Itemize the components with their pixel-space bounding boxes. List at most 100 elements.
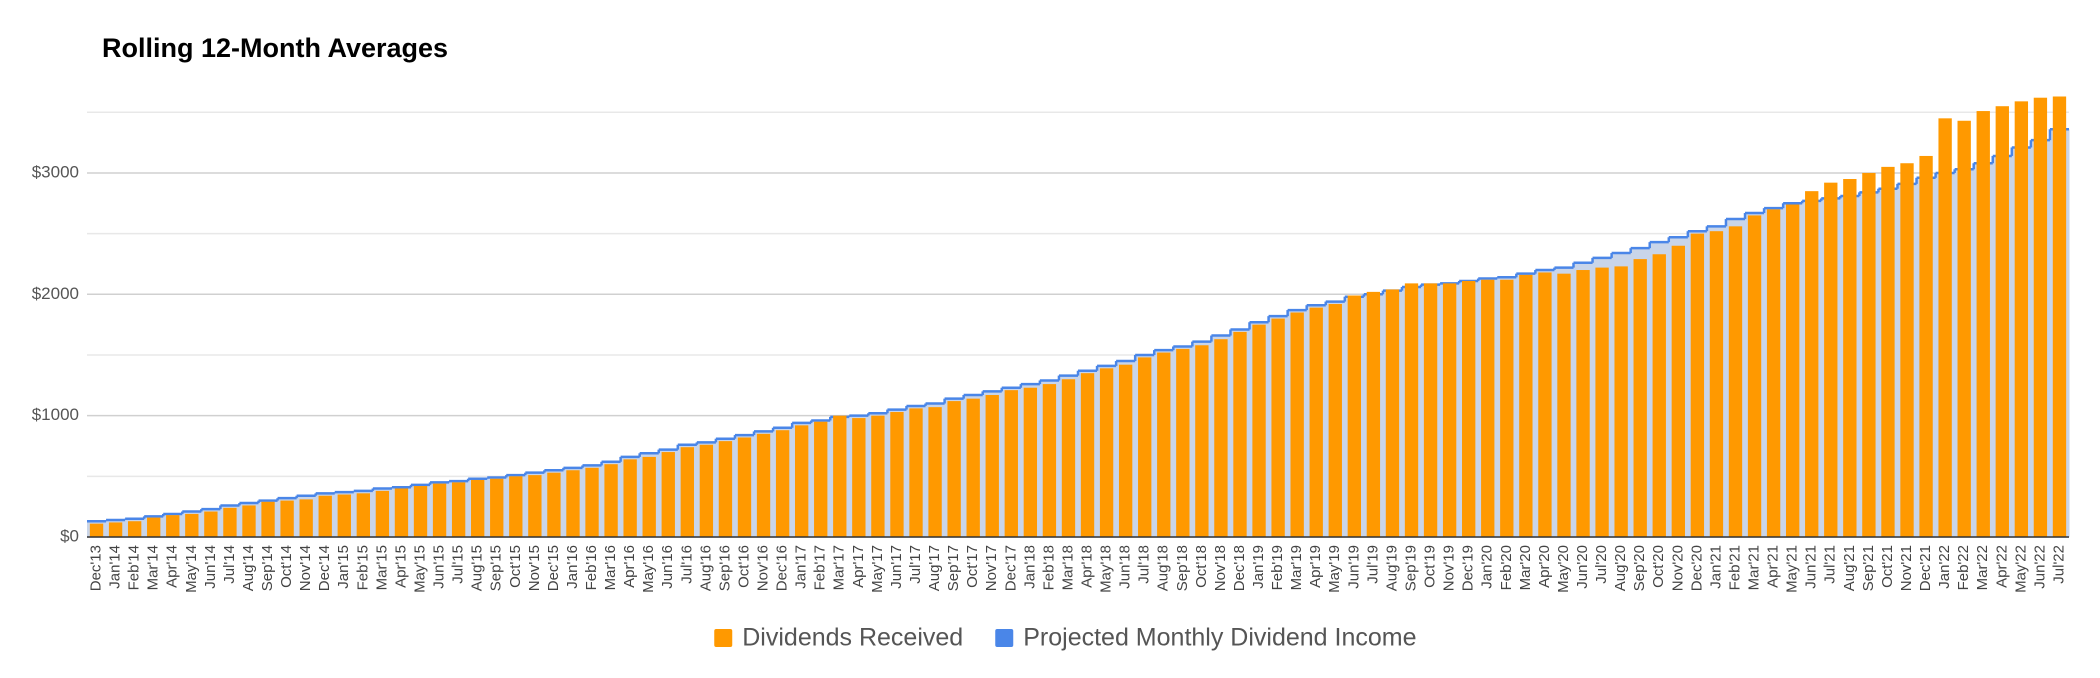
x-tick-label: May'14 <box>183 545 200 593</box>
x-tick-label: Jun'15 <box>431 545 448 589</box>
x-tick-label: Jan'22 <box>1936 545 1953 589</box>
x-tick-label: Dec'18 <box>1231 545 1248 591</box>
bar <box>623 459 637 537</box>
x-tick-label: Apr'14 <box>164 545 181 588</box>
x-tick-label: Mar'22 <box>1974 545 1991 590</box>
x-tick-label: Aug'14 <box>240 545 257 591</box>
bar <box>1595 267 1609 537</box>
x-tick-label: Jan'17 <box>793 545 810 589</box>
bar <box>509 476 523 537</box>
x-tick-label: Feb'14 <box>126 545 143 590</box>
x-tick-label: Feb'21 <box>1726 545 1743 590</box>
x-tick-label: Sep'19 <box>1402 545 1419 591</box>
bar <box>814 421 828 537</box>
bar <box>928 407 942 537</box>
bar <box>166 515 180 537</box>
bar <box>909 408 923 537</box>
bar <box>1271 318 1285 537</box>
bar <box>680 447 694 537</box>
x-tick-label: Dec'21 <box>1917 545 1934 591</box>
bar <box>413 486 428 537</box>
x-tick-label: May'17 <box>869 545 886 593</box>
x-tick-label: Mar'15 <box>373 545 390 590</box>
x-tick-label: Aug'20 <box>1612 545 1629 591</box>
chart-title: Rolling 12-Month Averages <box>102 33 448 63</box>
x-tick-label: Jan'18 <box>1021 545 1038 589</box>
bar <box>1385 289 1400 537</box>
bar <box>2014 101 2029 538</box>
x-tick-label: Mar'14 <box>145 545 162 590</box>
bar <box>1671 245 1685 537</box>
bar <box>1176 348 1190 537</box>
x-tick-label: Sep'20 <box>1631 545 1648 591</box>
x-tick-label: Feb'18 <box>1040 545 1057 590</box>
x-tick-label: Jun'14 <box>202 545 219 589</box>
bar <box>737 437 752 537</box>
bar <box>756 433 771 537</box>
bar <box>1195 345 1209 537</box>
x-tick-label: Jul'14 <box>221 545 238 584</box>
x-tick-label: Nov'16 <box>755 545 772 591</box>
x-tick-label: Jan'21 <box>1707 545 1724 589</box>
y-tick-label: $0 <box>60 526 79 545</box>
bar <box>185 513 199 537</box>
x-tick-label: Mar'20 <box>1517 545 1534 590</box>
bar <box>1347 295 1362 537</box>
x-tick-label: Jan'19 <box>1250 545 1267 589</box>
x-tick-label: Feb'19 <box>1269 545 1286 590</box>
y-tick-label: $1000 <box>32 405 79 424</box>
x-tick-label: Mar'19 <box>1288 545 1305 590</box>
x-tick-label: Jan'15 <box>335 545 352 589</box>
x-tick-label: Oct'16 <box>735 545 752 588</box>
x-tick-label: Jun'20 <box>1574 545 1591 589</box>
x-tick-label: Sep'14 <box>259 545 276 591</box>
bar <box>1957 120 1971 537</box>
x-tick-label: Aug'15 <box>469 545 486 591</box>
x-tick-label: Apr'20 <box>1536 545 1553 588</box>
x-tick-label: May'21 <box>1784 545 1801 593</box>
x-tick-label: Jun'17 <box>888 545 905 589</box>
x-tick-label: Dec'15 <box>545 545 562 591</box>
x-tick-label: Apr'17 <box>850 545 867 588</box>
bar <box>337 494 351 537</box>
bar <box>2033 97 2048 538</box>
bar <box>1766 209 1781 537</box>
x-tick-label: Aug'21 <box>1841 545 1858 591</box>
bar <box>833 415 847 537</box>
x-tick-label: Oct'15 <box>507 545 524 588</box>
x-tick-label: Oct'17 <box>964 545 981 588</box>
x-tick-label: Apr'18 <box>1078 545 1095 588</box>
bar <box>318 495 332 537</box>
x-tick-label: Sep'15 <box>488 545 505 591</box>
bar <box>1576 270 1590 537</box>
x-tick-label: Feb'15 <box>354 545 371 590</box>
x-tick-label: Nov'21 <box>1898 545 1915 591</box>
x-tick-label: Jun'22 <box>2031 545 2048 589</box>
bar <box>718 441 733 537</box>
legend-label: Dividends Received <box>742 624 963 652</box>
bar <box>242 505 256 537</box>
legend-label: Projected Monthly Dividend Income <box>1023 624 1416 652</box>
bar <box>1824 182 1838 537</box>
bar <box>1481 279 1495 537</box>
bar <box>566 470 580 537</box>
bar <box>451 482 466 537</box>
x-tick-label: Feb'16 <box>583 545 600 590</box>
x-tick-label: Jul'15 <box>450 545 467 584</box>
bar <box>1976 111 1990 537</box>
bar <box>1557 273 1571 537</box>
bar <box>490 478 504 537</box>
x-tick-label: Apr'16 <box>621 545 638 588</box>
x-tick-label: Sep'21 <box>1860 545 1877 591</box>
x-tick-label: Aug'17 <box>926 545 943 591</box>
x-tick-label: Mar'16 <box>602 545 619 590</box>
bar <box>1728 226 1743 537</box>
bar <box>127 521 142 537</box>
bar <box>1805 191 1819 537</box>
bar <box>147 517 161 537</box>
bar <box>966 398 980 537</box>
x-tick-label: Jan'16 <box>564 545 581 589</box>
x-tick-label: Dec'17 <box>1002 545 1019 591</box>
bar <box>852 418 866 537</box>
x-tick-label: Jun'21 <box>1803 545 1820 589</box>
